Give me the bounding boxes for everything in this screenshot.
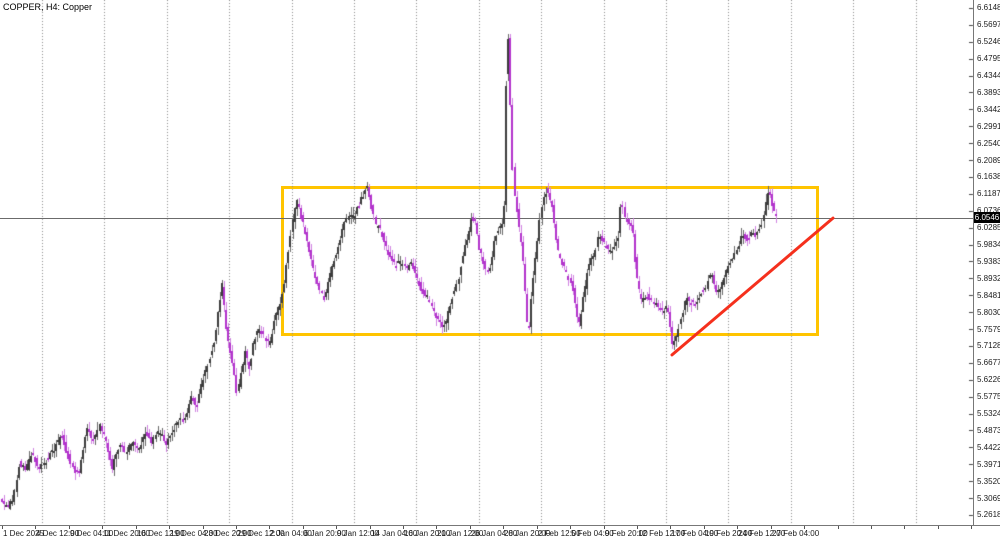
- time-axis-label: 26 Jan 04:00: [471, 529, 518, 538]
- time-axis-label: 29 Dec 12:00: [237, 529, 285, 538]
- time-axis-label: 16 Jan 20:00: [404, 529, 451, 538]
- price-axis-label: 6.2089: [977, 156, 1000, 165]
- time-axis-label: 17 Feb 04:00: [671, 529, 719, 538]
- price-axis-label: 5.7128: [977, 341, 1000, 350]
- time-axis-tick: [737, 526, 738, 529]
- price-axis-label: 6.5697: [977, 20, 1000, 29]
- time-axis-tick: [336, 526, 337, 529]
- price-axis-label: 5.9834: [977, 240, 1000, 249]
- time-axis-tick: [604, 526, 605, 529]
- price-axis-label: 6.2540: [977, 139, 1000, 148]
- time-axis-label: 19 Feb 20:00: [705, 529, 753, 538]
- time-axis-tick: [2, 526, 3, 529]
- price-axis-label: 6.0736: [977, 206, 1000, 215]
- price-axis-label: 5.5324: [977, 409, 1000, 418]
- time-axis-label: 12 Feb 12:00: [638, 529, 686, 538]
- time-axis-label: 1 Dec 2025: [3, 529, 44, 538]
- time-axis-tick: [470, 526, 471, 529]
- price-axis-label: 6.1638: [977, 172, 1000, 181]
- time-axis-tick: [403, 526, 404, 529]
- time-axis-tick: [436, 526, 437, 529]
- price-axis-label: 5.6226: [977, 375, 1000, 384]
- time-axis-label: 24 Feb 12:00: [738, 529, 786, 538]
- price-axis-label: 5.7579: [977, 325, 1000, 334]
- price-axis-label: 5.8932: [977, 274, 1000, 283]
- price-axis-label: 5.3971: [977, 460, 1000, 469]
- time-axis-tick: [904, 526, 905, 529]
- time-axis-tick: [771, 526, 772, 529]
- time-axis-label: 9 Jan 12:00: [337, 529, 379, 538]
- time-axis-tick: [804, 526, 805, 529]
- time-axis-tick: [503, 526, 504, 529]
- time-axis-tick: [69, 526, 70, 529]
- time-axis-tick: [537, 526, 538, 529]
- time-axis-label: 6 Jan 20:00: [304, 529, 346, 538]
- chart-title: COPPER, H4: Copper: [3, 2, 93, 12]
- price-axis-label: 6.6148: [977, 3, 1000, 12]
- current-price-tag: 6.0546: [974, 212, 1000, 223]
- time-axis-tick: [871, 526, 872, 529]
- time-axis-label: 14 Jan 04:00: [371, 529, 418, 538]
- price-axis-label: 5.5775: [977, 392, 1000, 401]
- time-axis-label: 5 Feb 04:00: [571, 529, 614, 538]
- time-axis-tick: [704, 526, 705, 529]
- price-axis-label: 5.4873: [977, 426, 1000, 435]
- price-axis-label: 5.3520: [977, 477, 1000, 486]
- time-axis-label: 11 Dec 20:00: [103, 529, 150, 538]
- time-axis-tick: [370, 526, 371, 529]
- time-axis-label: 27 Feb 04:00: [772, 529, 820, 538]
- price-axis-label: 6.4344: [977, 71, 1000, 80]
- price-axis-label: 6.0285: [977, 223, 1000, 232]
- price-axis-label: 5.8481: [977, 291, 1000, 300]
- time-axis-tick: [102, 526, 103, 529]
- time-axis-tick: [570, 526, 571, 529]
- time-axis-tick: [169, 526, 170, 529]
- time-axis-label: 2 Jan 04:00: [270, 529, 312, 538]
- time-axis-tick: [938, 526, 939, 529]
- price-axis-label: 5.2618: [977, 510, 1000, 519]
- price-axis-label: 5.6677: [977, 358, 1000, 367]
- price-axis-label: 6.1187: [977, 189, 1000, 198]
- time-axis-tick: [203, 526, 204, 529]
- price-axis-label: 6.4795: [977, 54, 1000, 63]
- price-axis-label: 5.4422: [977, 443, 1000, 452]
- time-axis-tick: [637, 526, 638, 529]
- time-axis-tick: [136, 526, 137, 529]
- time-axis-label: 9 Feb 20:00: [605, 529, 648, 538]
- time-axis-label: 23 Dec 20:00: [204, 529, 252, 538]
- time-axis-tick: [269, 526, 270, 529]
- price-axis-label: 6.3893: [977, 88, 1000, 97]
- price-axis-label: 5.3069: [977, 494, 1000, 503]
- time-axis-label: 2 Feb 12:00: [538, 529, 581, 538]
- time-axis-label: 21 Jan 12:00: [437, 529, 484, 538]
- price-axis-label: 5.8030: [977, 308, 1000, 317]
- time-axis-label: 19 Dec 04:00: [170, 529, 218, 538]
- price-axis-label: 6.2991: [977, 122, 1000, 131]
- time-axis-tick: [971, 526, 972, 529]
- time-axis-tick: [303, 526, 304, 529]
- time-axis-label: 28 Jan 20:00: [504, 529, 551, 538]
- time-axis-tick: [35, 526, 36, 529]
- time-axis-label: 4 Dec 12:00: [36, 529, 80, 538]
- price-axis-label: 6.3442: [977, 105, 1000, 114]
- time-axis-tick: [236, 526, 237, 529]
- price-axis[interactable]: 6.6148 6.5697 6.5246 6.4795 6.4344 6.3893 6.34…: [973, 0, 1000, 526]
- time-axis-label: 16 Dec 12:00: [137, 529, 185, 538]
- price-axis-label: 6.5246: [977, 37, 1000, 46]
- price-axis-label: 5.9383: [977, 257, 1000, 266]
- time-axis-tick: [838, 526, 839, 529]
- time-axis-label: 9 Dec 04:00: [70, 529, 114, 538]
- time-axis-tick: [670, 526, 671, 529]
- time-axis[interactable]: 1 Dec 2025 4 Dec 12:00 9 Dec 04:00 11 Dec 2…: [0, 525, 1000, 539]
